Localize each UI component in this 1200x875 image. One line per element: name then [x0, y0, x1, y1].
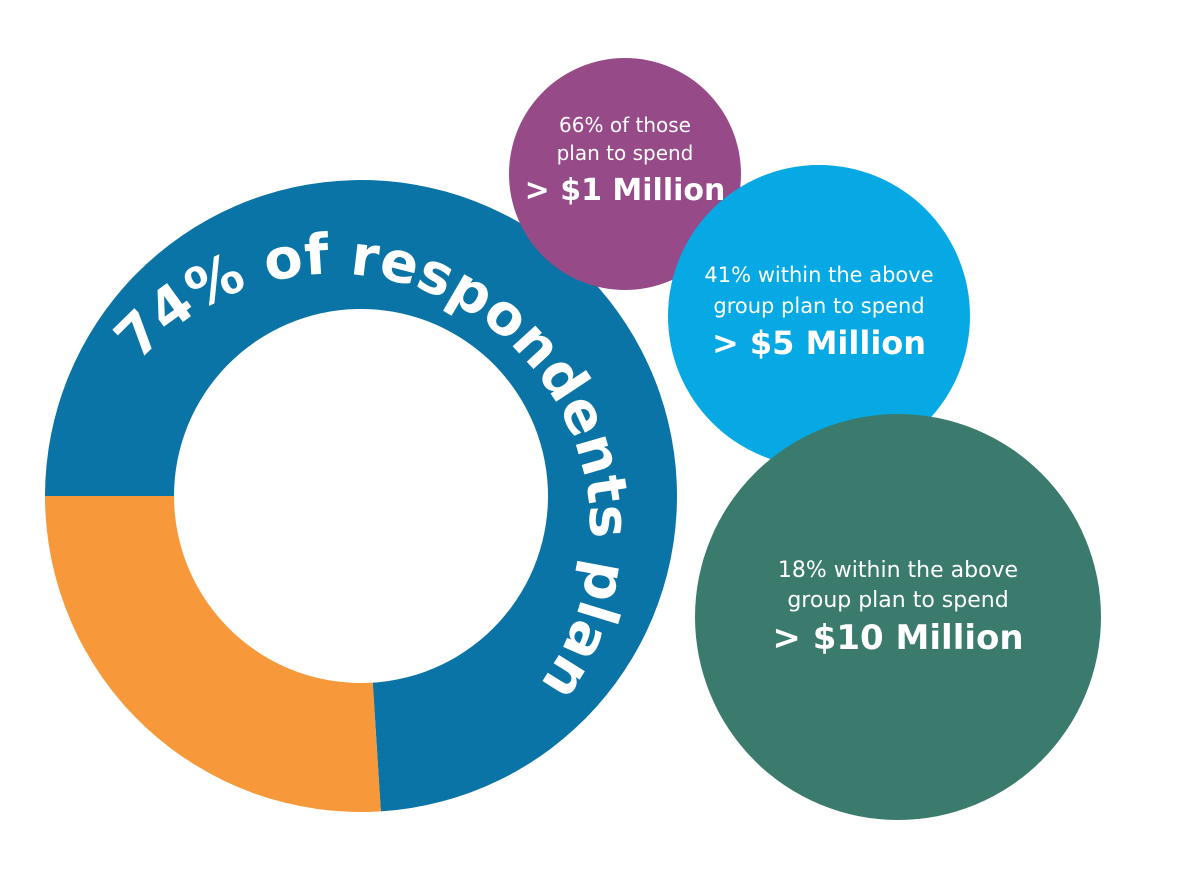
ring-slice-invest [45, 180, 678, 812]
bubble-text-line: 18% within the above [778, 558, 1018, 583]
ring-slice-remainder [45, 496, 381, 813]
bubble-circle [509, 58, 741, 290]
bubble-circle [695, 414, 1101, 820]
bubble-text-line: 66% of those [559, 113, 691, 137]
bubble-text-line: 41% within the above [704, 263, 933, 287]
bubble-text-line: group plan to spend [713, 294, 924, 318]
bubble-1: 66% of those plan to spend > $1 Million [509, 58, 741, 290]
bubble-text-line: plan to spend [557, 141, 694, 165]
bubble-3: 18% within the above group plan to spend >… [695, 414, 1101, 820]
bubble-2: 41% within the above group plan to spend >… [668, 165, 970, 467]
bubble-value-label: > $1 Million [525, 173, 726, 208]
bubble-text-line: group plan to spend [787, 588, 1008, 613]
bubble-circle [668, 165, 970, 467]
bubble-value-label: > $5 Million [712, 324, 926, 362]
bubble-value-label: > $10 Million [772, 618, 1023, 658]
donut-chart [45, 180, 678, 813]
